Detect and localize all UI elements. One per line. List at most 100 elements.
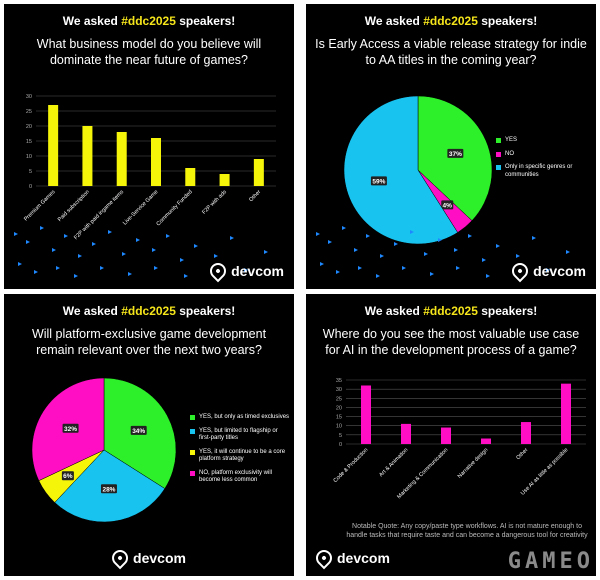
decorative-dot: [546, 268, 550, 272]
decorative-dot: [532, 236, 536, 240]
legend-swatch: [496, 165, 501, 170]
brand-name: devcom: [337, 550, 390, 566]
decorative-dot: [26, 240, 30, 244]
legend-item: YES, but only as timed exclusives: [190, 414, 290, 422]
decorative-dot: [244, 268, 248, 272]
x-tick-label: Use AI as little as possible: [520, 447, 569, 496]
data-label-bg: [62, 423, 79, 433]
y-tick-label: 5: [339, 433, 342, 439]
header-hashtag: #ddc2025: [121, 14, 176, 28]
decorative-dot: [496, 244, 500, 248]
decorative-dot: [184, 274, 188, 278]
legend-item: YES: [496, 137, 586, 145]
bar: [48, 105, 59, 186]
header-suffix: speakers!: [175, 14, 236, 28]
legend-label: YES, but limited to flagship or first-pa…: [199, 427, 278, 442]
location-pin-icon: [508, 259, 532, 283]
decorative-dot: [214, 254, 218, 258]
legend-item: YES, it will continue to be a core platf…: [190, 449, 290, 464]
survey-panel-early-access: We asked #ddc2025 speakers! Is Early Acc…: [306, 4, 596, 289]
decorative-dot: [100, 266, 104, 270]
decorative-dot: [376, 274, 380, 278]
x-tick-label: Other: [515, 447, 529, 461]
header-hashtag: #ddc2025: [423, 304, 478, 318]
bar: [401, 423, 411, 444]
decorative-dots: [316, 226, 570, 278]
bar: [361, 385, 371, 444]
panel-header: We asked #ddc2025 speakers!: [306, 14, 596, 28]
bar: [561, 383, 571, 444]
decorative-dot: [52, 248, 56, 252]
decorative-dots: [14, 226, 268, 278]
panel-header: We asked #ddc2025 speakers!: [4, 304, 294, 318]
legend-swatch: [190, 449, 195, 455]
y-tick-label: 15: [336, 415, 342, 421]
y-tick-label: 20: [336, 405, 342, 411]
legend-swatch: [190, 415, 195, 420]
header-suffix: speakers!: [477, 14, 538, 28]
legend-item: NO, platform exclusivity will become les…: [190, 470, 290, 485]
devcom-brand: devcom: [108, 546, 186, 570]
watermark-logo: GAMEO: [507, 549, 594, 574]
brand-name: devcom: [231, 263, 284, 279]
bar: [253, 159, 264, 186]
decorative-dot: [394, 242, 398, 246]
decorative-dot: [358, 266, 362, 270]
devcom-brand: devcom: [508, 259, 586, 283]
pie-slice: [343, 95, 458, 245]
decorative-dot: [320, 262, 324, 266]
decorative-dot: [456, 266, 460, 270]
y-tick-label: 0: [29, 184, 32, 190]
data-label: 34%: [132, 428, 145, 435]
decorative-dot: [468, 234, 472, 238]
panel-header: We asked #ddc2025 speakers!: [306, 304, 596, 318]
decorative-dot: [566, 250, 570, 254]
header-hashtag: #ddc2025: [423, 14, 478, 28]
devcom-brand: devcom: [312, 546, 390, 570]
decorative-dot: [18, 262, 22, 266]
decorative-dot: [354, 248, 358, 252]
pie-chart-platform-exclusive: 34% 28% 6% 32%: [31, 377, 177, 523]
bar-chart-ai-use-case: 0 5 10 15 20 25 30 35 Code & Production Art & Ani…: [333, 378, 586, 500]
brand-name: devcom: [133, 550, 186, 566]
decorative-dot: [40, 226, 44, 230]
legend-swatch: [496, 138, 501, 143]
question-text: Is Early Access a viable release strateg…: [315, 37, 587, 67]
legend-label: YES, it will continue to be a core platf…: [199, 448, 286, 463]
header-suffix: speakers!: [175, 304, 236, 318]
decorative-dot: [486, 274, 490, 278]
legend-label: NO: [505, 150, 514, 157]
legend-item: Only in specific genres or communities: [496, 164, 586, 179]
survey-panel-business-model: We asked #ddc2025 speakers! What busines…: [4, 4, 294, 289]
decorative-dot: [410, 230, 414, 234]
y-tick-label: 0: [339, 442, 342, 448]
decorative-dot: [166, 234, 170, 238]
data-label: 4%: [443, 202, 453, 209]
decorative-dot: [194, 244, 198, 248]
decorative-dot: [14, 232, 18, 236]
y-tick-label: 35: [336, 378, 342, 384]
x-tick-label: Narrative design: [457, 447, 490, 480]
pie-slice: [417, 95, 493, 222]
data-label-bg: [370, 176, 387, 186]
y-tick-label: 15: [26, 139, 32, 145]
y-tick-label: 10: [26, 154, 32, 160]
bar: [219, 174, 230, 186]
header-prefix: We asked: [62, 304, 122, 318]
decorative-dot: [454, 248, 458, 252]
chart-legend: YES, but only as timed exclusives YES, bu…: [190, 414, 290, 491]
data-label-bg: [130, 425, 147, 435]
data-label-bg: [447, 148, 464, 158]
bar: [481, 438, 491, 444]
bar: [151, 138, 161, 186]
legend-label: Only in specific genres or communities: [505, 164, 573, 178]
decorative-dot: [122, 252, 126, 256]
decorative-dot: [342, 226, 346, 230]
y-tick-label: 5: [29, 169, 32, 175]
chart-legend: YES NO Only in specific genres or communit…: [496, 137, 586, 185]
decorative-dot: [92, 242, 96, 246]
decorative-dot: [264, 250, 268, 254]
question-text: Where do you see the most valuable use c…: [322, 327, 580, 357]
decorative-dot: [366, 234, 370, 238]
